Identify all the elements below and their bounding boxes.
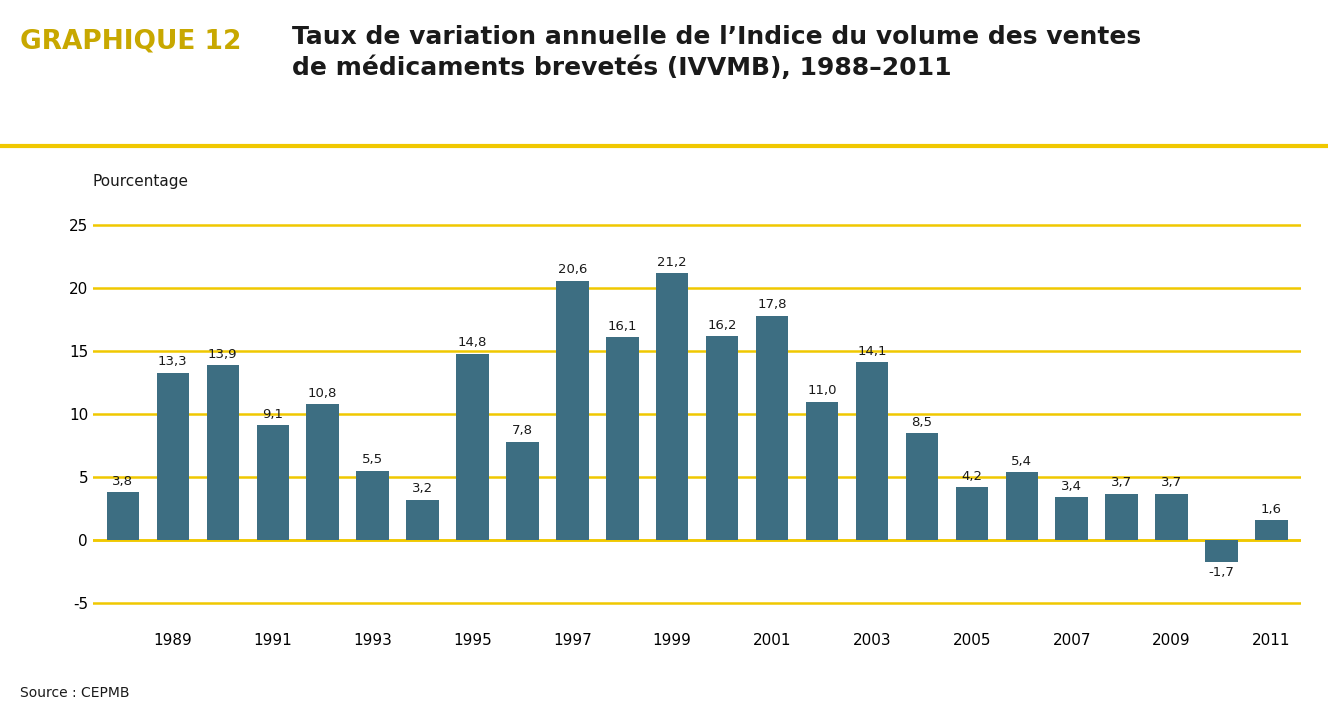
Bar (656, 273, 688, 540)
Text: 11,0: 11,0 (807, 384, 837, 397)
Text: 20,6: 20,6 (558, 263, 587, 276)
Text: Pourcentage: Pourcentage (93, 174, 189, 189)
Text: GRAPHIQUE 12: GRAPHIQUE 12 (20, 29, 242, 54)
Text: 3,7: 3,7 (1161, 476, 1182, 489)
Bar (855, 363, 888, 540)
Bar (756, 316, 789, 540)
Bar (106, 492, 139, 540)
Bar (906, 433, 938, 540)
Text: 13,3: 13,3 (158, 355, 187, 368)
Bar (1056, 497, 1088, 540)
Text: 21,2: 21,2 (657, 256, 687, 268)
Bar (157, 373, 189, 540)
Text: 4,2: 4,2 (961, 470, 983, 483)
Text: 16,2: 16,2 (708, 318, 737, 331)
Text: 8,5: 8,5 (911, 416, 932, 428)
Bar (706, 336, 738, 540)
Text: 14,8: 14,8 (458, 336, 487, 349)
Text: 3,4: 3,4 (1061, 480, 1082, 493)
Bar (1105, 493, 1138, 540)
Bar (1255, 520, 1288, 540)
Text: 9,1: 9,1 (262, 408, 283, 421)
Text: 13,9: 13,9 (208, 348, 238, 361)
Text: 3,8: 3,8 (113, 475, 133, 488)
Bar (506, 442, 539, 540)
Text: Source : CEPMB: Source : CEPMB (20, 685, 129, 700)
Bar (457, 353, 489, 540)
Bar (1005, 472, 1038, 540)
Bar (1206, 540, 1238, 561)
Text: 7,8: 7,8 (511, 424, 533, 438)
Text: 5,4: 5,4 (1012, 455, 1032, 468)
Bar (207, 365, 239, 540)
Text: 1,6: 1,6 (1262, 503, 1282, 516)
Text: 10,8: 10,8 (308, 386, 337, 400)
Text: 16,1: 16,1 (607, 320, 637, 333)
Bar (556, 281, 588, 540)
Bar (956, 487, 988, 540)
Text: 14,1: 14,1 (858, 345, 887, 358)
Text: -1,7: -1,7 (1208, 566, 1235, 579)
Bar (256, 426, 290, 540)
Bar (806, 401, 838, 540)
Bar (606, 337, 639, 540)
Text: 3,7: 3,7 (1112, 476, 1133, 489)
Bar (1155, 493, 1187, 540)
Bar (406, 500, 438, 540)
Text: Taux de variation annuelle de l’Indice du volume des ventes
de médicaments breve: Taux de variation annuelle de l’Indice d… (292, 25, 1141, 80)
Text: 17,8: 17,8 (757, 298, 788, 311)
Bar (356, 471, 389, 540)
Text: 3,2: 3,2 (412, 483, 433, 496)
Text: 5,5: 5,5 (363, 453, 384, 466)
Bar (307, 404, 339, 540)
